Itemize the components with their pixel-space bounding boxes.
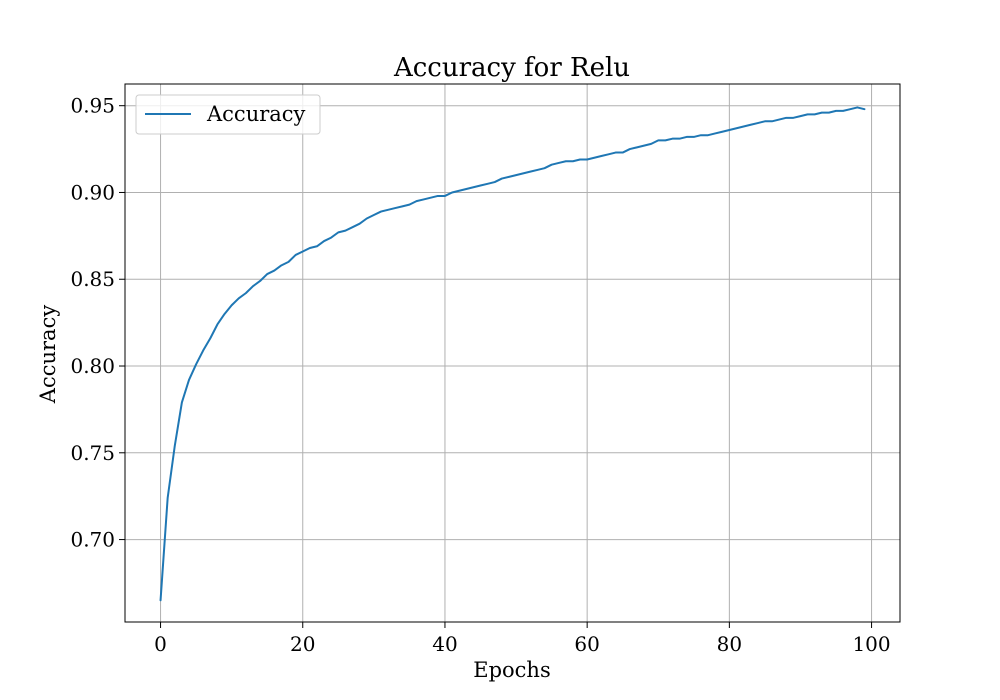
y-tick-label: 0.85 — [70, 267, 115, 291]
series-layer — [159, 106, 866, 602]
legend-label: Accuracy — [206, 102, 306, 126]
chart-title: Accuracy for Relu — [393, 53, 630, 83]
legend: Accuracy — [135, 94, 321, 135]
grid-lines — [125, 84, 900, 622]
legend-box — [135, 94, 321, 135]
y-tick-label: 0.95 — [70, 94, 115, 118]
series-line-accuracy — [159, 106, 866, 602]
y-tick-label: 0.90 — [70, 180, 115, 204]
x-tick-label: 60 — [574, 632, 599, 656]
x-tick-label: 20 — [290, 632, 315, 656]
x-tick-label: 80 — [717, 632, 742, 656]
y-tick-label: 0.70 — [70, 528, 115, 552]
x-tick-label: 100 — [852, 632, 890, 656]
y-tick-label: 0.75 — [70, 441, 115, 465]
x-axis-label: Epochs — [473, 658, 550, 682]
plot-frame — [124, 83, 901, 623]
x-tick-label: 0 — [154, 632, 167, 656]
y-tick-label: 0.80 — [70, 354, 115, 378]
y-axis-label: Accuracy — [36, 305, 60, 405]
x-tick-label: 40 — [432, 632, 457, 656]
axis-ticks: 0 20 40 60 80 100 0.70 0.75 0.80 0.85 0.90 0.95 — [70, 94, 890, 656]
